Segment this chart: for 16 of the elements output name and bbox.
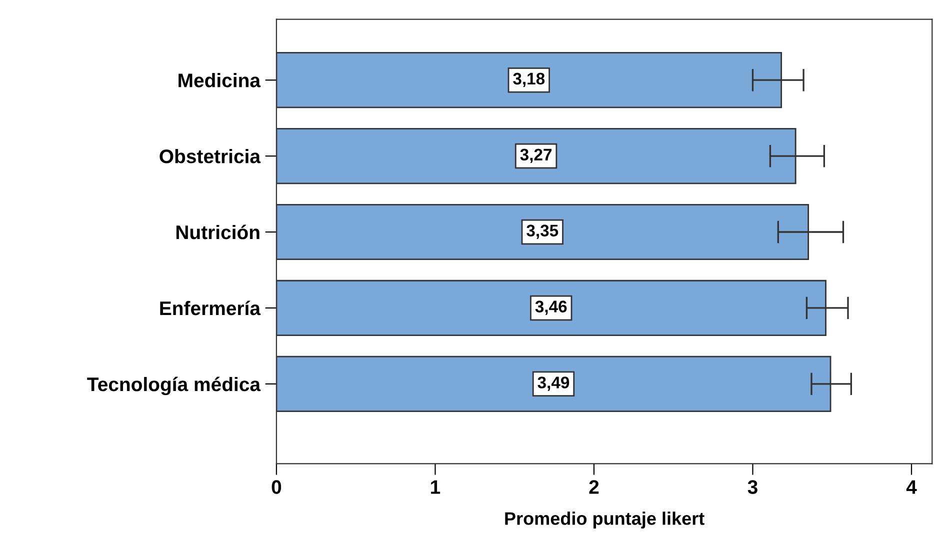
x-tick-label: 3 (748, 480, 758, 494)
data-label: 3,18 (513, 72, 545, 87)
data-label: 3,35 (526, 224, 558, 239)
y-tick-label: Nutrición (176, 224, 260, 240)
x-tick-label: 0 (272, 480, 282, 494)
data-label: 3,27 (520, 148, 552, 163)
data-label: 3,49 (538, 376, 570, 391)
x-axis-title: Promedio puntaje likert (505, 512, 704, 528)
y-tick-label: Obstetricia (160, 149, 261, 164)
y-tick-label: Tecnología médica (87, 376, 261, 396)
x-tick-label: 4 (906, 480, 917, 494)
x-tick-label: 1 (431, 480, 440, 494)
y-tick-label: Enfermería (160, 300, 261, 316)
y-tick-label: Medicina (178, 73, 261, 88)
data-label: 3,46 (535, 300, 567, 315)
x-tick-label: 2 (589, 480, 599, 494)
